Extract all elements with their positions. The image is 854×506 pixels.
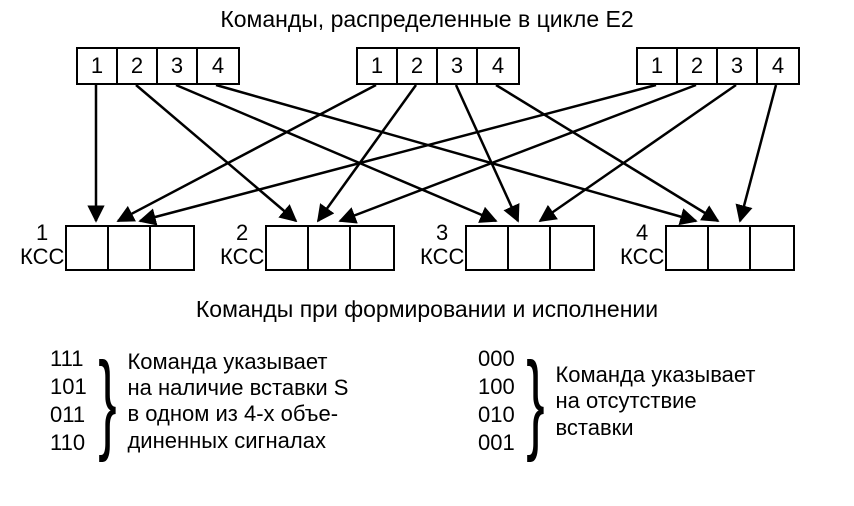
cmd-cell: 4 — [198, 49, 238, 83]
kcc-label-2: 2КСС — [220, 221, 264, 269]
legend-desc: Команда указываетна наличие вставки Sв о… — [127, 349, 348, 455]
kcc-cell — [351, 227, 393, 269]
kcc-cell — [467, 227, 509, 269]
kcc-cell — [751, 227, 793, 269]
arrow — [456, 85, 518, 221]
arrow — [318, 85, 416, 221]
brace-icon: } — [97, 352, 117, 451]
title-top: Команды, распределенные в цикле E2 — [0, 6, 854, 33]
legend-left: 111101011110}Команда указываетна наличие… — [50, 345, 348, 458]
kcc-group-3 — [465, 225, 595, 271]
cmd-cell: 2 — [678, 49, 718, 83]
kcc-label-3: 3КСС — [420, 221, 464, 269]
cmd-cell: 3 — [718, 49, 758, 83]
arrow — [118, 85, 376, 221]
legend-desc: Команда указываетна отсутствиевставки — [555, 362, 755, 441]
kcc-group-1 — [65, 225, 195, 271]
title-mid: Команды при формировании и исполнении — [0, 296, 854, 323]
cmd-cell: 1 — [78, 49, 118, 83]
legend-codes: 000100010001 — [478, 345, 515, 458]
brace-icon: } — [525, 352, 545, 451]
cmd-cell: 4 — [758, 49, 798, 83]
arrow — [740, 85, 776, 221]
kcc-cell — [309, 227, 351, 269]
cmd-cell: 3 — [158, 49, 198, 83]
kcc-cell — [267, 227, 309, 269]
cmd-cell: 2 — [398, 49, 438, 83]
cmd-group-3: 1234 — [636, 47, 800, 85]
cmd-group-1: 1234 — [76, 47, 240, 85]
kcc-cell — [109, 227, 151, 269]
diagram-root: { "colors": { "stroke": "#000000", "bg":… — [0, 0, 854, 506]
cmd-group-2: 1234 — [356, 47, 520, 85]
kcc-cell — [709, 227, 751, 269]
cmd-cell: 1 — [638, 49, 678, 83]
kcc-label-1: 1КСС — [20, 221, 64, 269]
kcc-cell — [551, 227, 593, 269]
arrow — [176, 85, 496, 221]
arrow — [140, 85, 656, 221]
cmd-cell: 2 — [118, 49, 158, 83]
arrow — [540, 85, 736, 221]
arrow — [216, 85, 696, 221]
kcc-cell — [67, 227, 109, 269]
arrow — [496, 85, 718, 221]
arrow — [136, 85, 296, 221]
kcc-cell — [151, 227, 193, 269]
kcc-group-4 — [665, 225, 795, 271]
cmd-cell: 3 — [438, 49, 478, 83]
kcc-cell — [509, 227, 551, 269]
arrow — [340, 85, 696, 221]
cmd-cell: 1 — [358, 49, 398, 83]
kcc-group-2 — [265, 225, 395, 271]
kcc-label-4: 4КСС — [620, 221, 664, 269]
kcc-cell — [667, 227, 709, 269]
legend-codes: 111101011110 — [50, 345, 87, 458]
legend-right: 000100010001}Команда указываетна отсутст… — [478, 345, 755, 458]
cmd-cell: 4 — [478, 49, 518, 83]
